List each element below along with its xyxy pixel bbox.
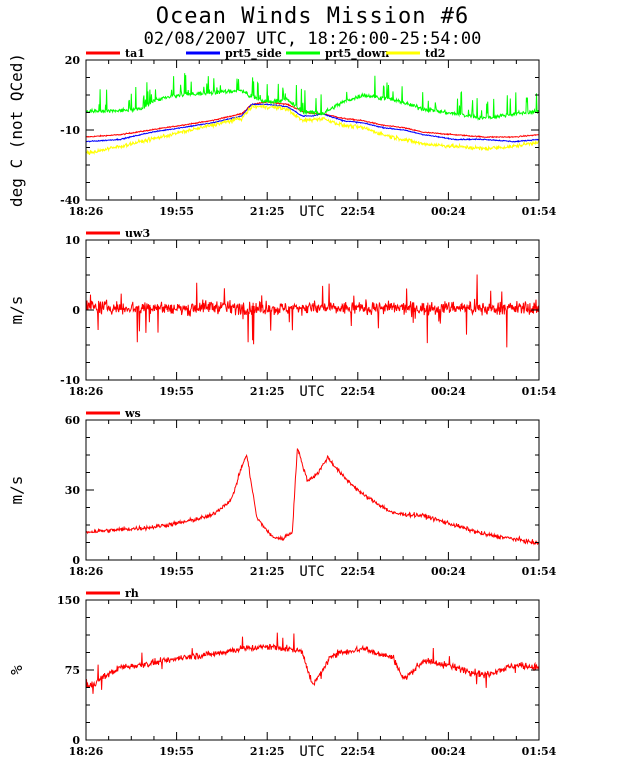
- x-tick-label: 01:54: [522, 745, 557, 758]
- y-tick-label: 75: [65, 664, 80, 677]
- chart-title: Ocean Winds Mission #6: [155, 4, 470, 29]
- x-tick-label: 21:25: [250, 745, 285, 758]
- x-tick-label: 21:25: [250, 565, 285, 578]
- y-tick-label: 150: [57, 594, 80, 607]
- y-axis-label: %: [7, 665, 26, 675]
- plot-frame: [85, 419, 540, 561]
- x-tick-label: 18:26: [69, 565, 104, 578]
- series-line-td2: [85, 104, 540, 156]
- y-tick-label: 0: [72, 304, 80, 317]
- legend-label-rh: rh: [125, 587, 139, 600]
- x-tick-label: 00:24: [431, 205, 466, 218]
- legend-label-ta1: ta1: [125, 47, 145, 60]
- y-axis-label: m/s: [7, 476, 26, 505]
- x-tick-label: 01:54: [522, 565, 557, 578]
- y-tick-label: 0: [72, 734, 80, 747]
- legend-label-ws: ws: [124, 407, 141, 420]
- x-tick-label: 18:26: [69, 205, 104, 218]
- series-line-rh: [85, 632, 540, 694]
- x-tick-label: 01:54: [522, 385, 557, 398]
- x-axis-label: UTC: [299, 204, 324, 220]
- y-tick-label: 30: [65, 484, 81, 497]
- series-line-prt5_down: [85, 73, 540, 121]
- y-tick-label: 60: [65, 414, 81, 427]
- y-tick-label: -10: [60, 374, 80, 387]
- series-line-ws: [85, 448, 540, 546]
- legend-label-prt5_side: prt5_side: [225, 47, 282, 61]
- x-tick-label: 19:55: [159, 565, 194, 578]
- x-tick-label: 19:55: [159, 745, 194, 758]
- x-tick-label: 22:54: [340, 205, 375, 218]
- y-tick-label: 0: [72, 554, 80, 567]
- y-axis-label: m/s: [7, 296, 26, 325]
- legend-label-td2: td2: [425, 47, 445, 60]
- chart-subtitle: 02/08/2007 UTC, 18:26:00-25:54:00: [143, 29, 482, 49]
- x-tick-label: 01:54: [522, 205, 557, 218]
- y-tick-label: -40: [60, 194, 80, 207]
- x-tick-label: 22:54: [340, 745, 375, 758]
- series-line-uw3: [85, 274, 540, 348]
- x-tick-label: 18:26: [69, 385, 104, 398]
- y-tick-label: 10: [65, 234, 81, 247]
- x-tick-label: 21:25: [250, 205, 285, 218]
- x-tick-label: 22:54: [340, 565, 375, 578]
- x-tick-label: 00:24: [431, 745, 466, 758]
- y-axis-label: deg C (not QCed): [7, 53, 26, 207]
- x-axis-label: UTC: [299, 744, 324, 760]
- plot-frame: [85, 599, 540, 741]
- x-tick-label: 00:24: [431, 385, 466, 398]
- x-tick-label: 19:55: [159, 205, 194, 218]
- series-line-prt5_side: [85, 103, 540, 143]
- x-tick-label: 21:25: [250, 385, 285, 398]
- y-tick-label: -10: [60, 124, 80, 137]
- x-tick-label: 22:54: [340, 385, 375, 398]
- y-tick-label: 20: [65, 54, 81, 67]
- x-tick-label: 19:55: [159, 385, 194, 398]
- x-tick-label: 18:26: [69, 745, 104, 758]
- x-axis-label: UTC: [299, 384, 324, 400]
- legend-label-prt5_down: prt5_down: [325, 47, 389, 61]
- x-tick-label: 00:24: [431, 565, 466, 578]
- x-axis-label: UTC: [299, 564, 324, 580]
- legend-label-uw3: uw3: [125, 227, 150, 240]
